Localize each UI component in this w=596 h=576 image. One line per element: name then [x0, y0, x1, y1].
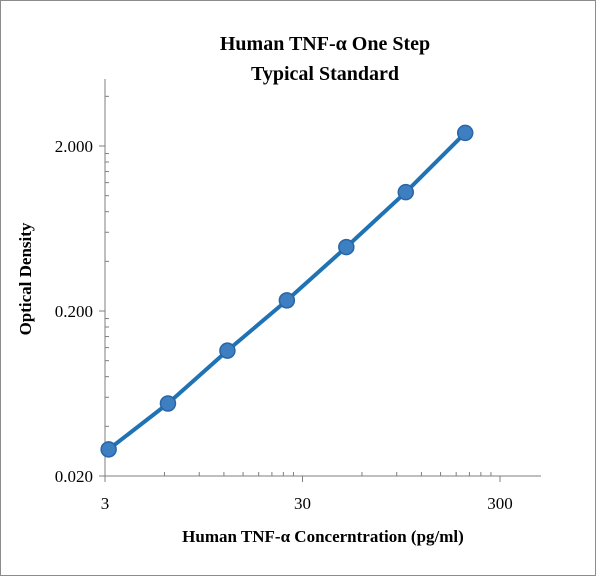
y-axis-label: Optical Density [16, 222, 35, 335]
series-layer [100, 124, 474, 458]
chart-title-line-2: Typical Standard [251, 63, 399, 85]
data-point [219, 342, 236, 359]
data-point [159, 395, 177, 412]
x-tick-label: 30 [294, 494, 311, 513]
data-point [456, 124, 474, 142]
data-point [278, 292, 296, 309]
y-tick-label: 0.020 [55, 467, 93, 486]
data-point [100, 441, 117, 458]
y-tick-label: 2.000 [55, 137, 93, 156]
x-axis-label: Human TNF-α Concerntration (pg/ml) [182, 527, 464, 546]
x-tick-label: 300 [487, 494, 513, 513]
data-point [397, 183, 415, 201]
chart-title-line-1: Human TNF-α One Step [220, 33, 430, 55]
tick-labels: 2.000 0.200 0.020 3 30 300 [55, 137, 513, 513]
axes [104, 79, 541, 477]
data-point [338, 238, 355, 256]
y-tick-label: 0.200 [55, 302, 93, 321]
x-tick-label: 3 [101, 494, 110, 513]
tick-marks [99, 95, 501, 482]
